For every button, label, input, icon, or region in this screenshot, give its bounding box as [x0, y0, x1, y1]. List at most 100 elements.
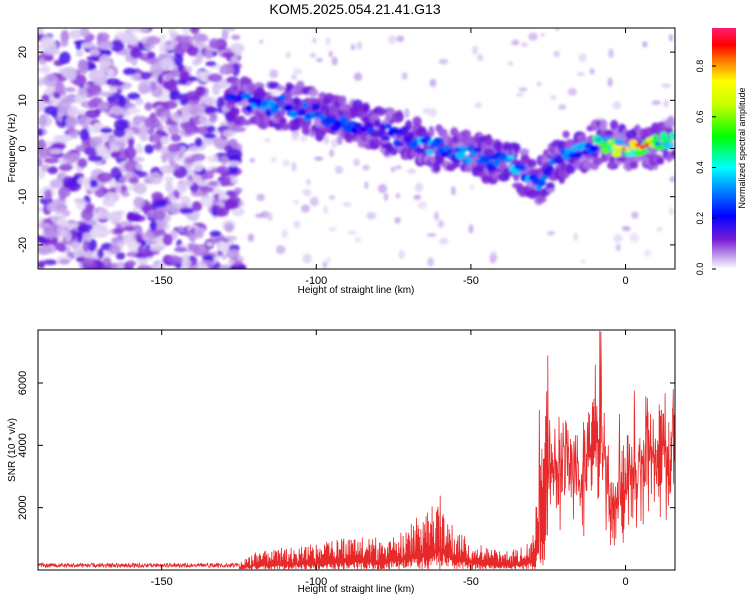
spectrogram-cell [110, 166, 122, 180]
spectrogram-cell [224, 199, 238, 210]
spectrogram-cell [312, 37, 317, 44]
spectrogram-cell [164, 176, 174, 182]
spectrogram-cell [602, 143, 609, 148]
spectrogram-cell [537, 81, 542, 87]
spectrogram-cell [651, 100, 661, 105]
spectrogram-cell [311, 103, 321, 111]
spectrogram-cell [468, 224, 474, 234]
spectrogram-cell [87, 99, 98, 109]
spectrogram-cell [412, 116, 422, 127]
spectrogram-cell [337, 95, 347, 105]
spectrogram-cell [434, 211, 439, 221]
spectrogram-cell [40, 35, 55, 49]
spectrogram-cell [362, 104, 369, 112]
spectrogram-cell [152, 210, 166, 220]
spectrogram-cell [135, 143, 143, 155]
spectrogram-cell [291, 132, 299, 141]
spectrogram-cell [518, 148, 530, 156]
spectrogram-cell [433, 137, 444, 145]
spectrogram-cell [171, 112, 179, 120]
spectrogram-cell [78, 116, 91, 127]
spectrogram-cell [553, 50, 560, 57]
spectrogram-cell [162, 233, 173, 246]
colorbar-tick-label: 0.2 [695, 212, 705, 225]
spectrogram-cell [60, 29, 70, 43]
spectrogram-cell [242, 119, 252, 126]
spectrogram-cell [204, 106, 218, 114]
spectrogram-cell [347, 230, 357, 236]
spectrogram-cell [465, 155, 473, 164]
spectrogram-cell [518, 87, 528, 92]
spectrogram-cells [38, 28, 675, 269]
spectrogram-cell [377, 183, 388, 194]
spectrogram-cell [123, 67, 137, 76]
spectrogram-cell [395, 110, 404, 122]
spectrogram-cell [662, 138, 669, 143]
spectrogram-cell [38, 115, 47, 128]
spectrogram-x-tick-label: -50 [463, 275, 479, 287]
spectrogram-cell [323, 205, 328, 214]
spectrogram-cell [189, 105, 200, 116]
spectrogram-cell [135, 97, 144, 106]
spectrogram-cell [422, 107, 431, 114]
spectrogram-cell [42, 64, 50, 75]
spectrogram-cell [54, 81, 65, 95]
spectrogram-cell [625, 147, 632, 152]
spectrogram-cell [437, 219, 445, 229]
spectrogram-cell [546, 231, 556, 236]
spectrogram-cell [120, 31, 137, 45]
spectrogram-cell [207, 154, 219, 163]
snr-y-axis: 2000 4000 6000 [17, 371, 675, 520]
spectrogram-cell [48, 148, 63, 155]
spectrogram-cell [247, 233, 255, 242]
colorbar-tick-label: 0.0 [695, 263, 705, 276]
spectrogram-cell [620, 146, 627, 151]
spectrogram-cell [306, 178, 311, 186]
spectrogram-cell [99, 128, 113, 134]
spectrogram-cell [140, 71, 151, 81]
snr-x-label: Height of straight line (km) [298, 584, 415, 595]
spectrogram-cell [199, 180, 210, 187]
spectrogram-cell [301, 102, 309, 109]
spectrogram-cell [231, 206, 245, 217]
colorbar: 0.0 0.2 0.4 0.6 0.8 Normalized spectral ampl… [695, 28, 747, 275]
spectrogram-cell [121, 191, 130, 198]
spectrogram-cell [579, 141, 587, 148]
spectrogram-cell [127, 135, 135, 148]
spectrogram-cell [317, 114, 326, 120]
spectrogram-x-tick-label: -150 [151, 275, 173, 287]
spectrogram-cell [233, 187, 243, 195]
spectrogram-cell [79, 128, 90, 141]
spectrogram-cell [174, 246, 188, 253]
spectrogram-cell [511, 39, 520, 46]
spectrogram-cell [56, 218, 69, 227]
spectrogram-cell [73, 197, 85, 204]
spectrogram-cell [290, 122, 301, 131]
spectrogram-cell [417, 201, 428, 210]
spectrogram-cell [64, 222, 80, 229]
spectrogram-cell [403, 135, 413, 144]
spectrogram-cell [96, 172, 113, 183]
spectrogram-cell [231, 55, 239, 63]
spectrogram-cell [137, 245, 146, 256]
spectrogram-cell [395, 141, 404, 147]
spectrogram-cell [186, 46, 199, 57]
spectrogram-cell [116, 234, 124, 242]
spectrogram-cell [310, 53, 316, 58]
spectrogram-cell [438, 237, 449, 245]
spectrogram-cell [328, 195, 336, 200]
spectrogram-cell [460, 129, 472, 139]
spectrogram-cell [98, 54, 111, 68]
spectrogram-cell [169, 205, 181, 215]
spectrogram-cell [471, 45, 479, 55]
spectrogram-cell [503, 167, 512, 178]
snr-x-tick-label: -100 [305, 576, 327, 588]
spectrogram-cell [390, 166, 396, 173]
snr-x-axis: -150 -100 -50 0 [151, 330, 629, 588]
spectrogram-cell [59, 158, 68, 165]
spectrogram-cell [181, 104, 193, 117]
spectrogram-cell [181, 179, 194, 187]
spectrogram-cell [380, 135, 391, 141]
spectrogram-cell [630, 145, 637, 150]
